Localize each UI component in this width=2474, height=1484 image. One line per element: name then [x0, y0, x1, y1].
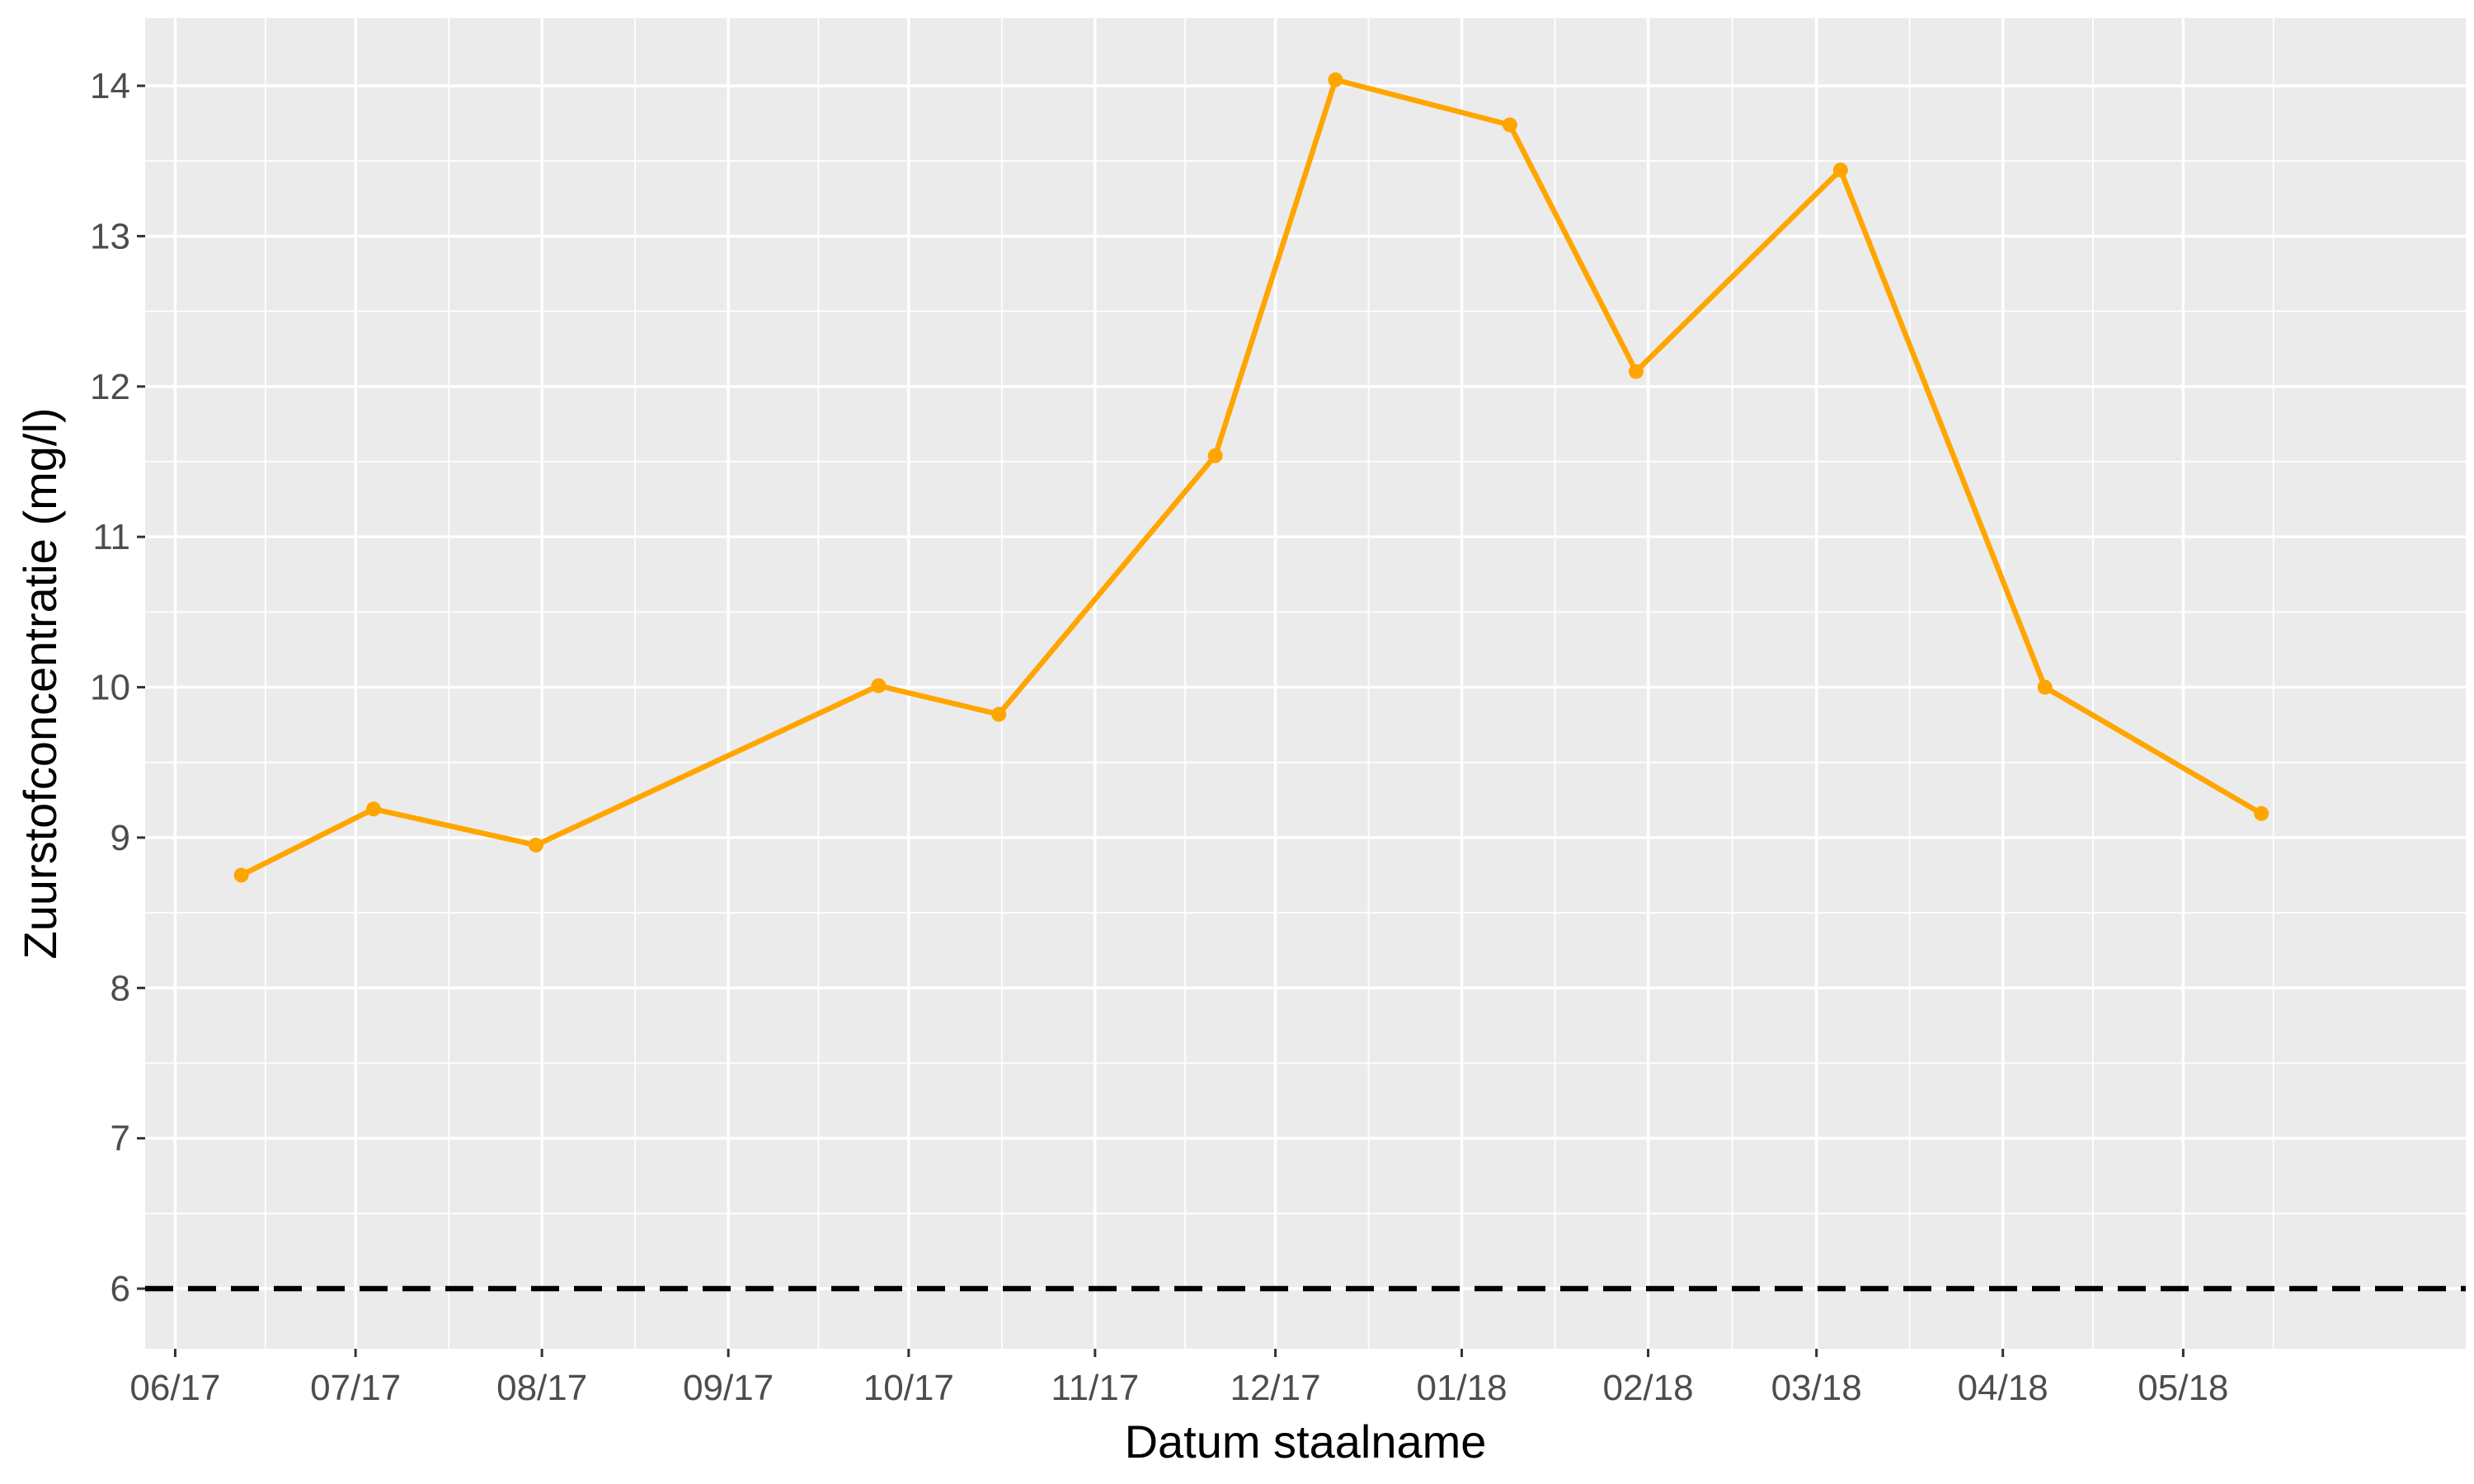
data-point [1328, 72, 1343, 87]
x-tick-label: 10/17 [863, 1368, 954, 1408]
data-point [2254, 805, 2269, 821]
y-tick-label: 7 [111, 1119, 130, 1159]
data-point [1832, 162, 1848, 178]
data-point [1502, 117, 1517, 133]
x-tick-label: 03/18 [1771, 1368, 1862, 1408]
x-tick-label: 04/18 [1958, 1368, 2048, 1408]
x-tick-label: 02/18 [1602, 1368, 1693, 1408]
x-tick-label: 11/17 [1051, 1368, 1139, 1408]
x-tick-label: 12/17 [1230, 1368, 1320, 1408]
y-axis: 6 7 8 9 10 11 12 13 14 [90, 66, 145, 1309]
series-line [238, 77, 2265, 878]
data-point [871, 678, 887, 693]
series-group [233, 72, 2269, 883]
x-tick-label: 06/17 [129, 1368, 220, 1408]
data-point [233, 867, 249, 883]
minor-gridlines [145, 18, 2466, 1349]
x-tick-label: 01/18 [1416, 1368, 1507, 1408]
x-tick-label: 09/17 [683, 1368, 774, 1408]
data-point [1207, 448, 1223, 463]
data-point [991, 707, 1007, 722]
data-point [1628, 364, 1644, 379]
y-axis-title: Zuurstofconcentratie (mg/l) [14, 407, 66, 959]
y-tick-label: 10 [90, 668, 130, 708]
data-point [528, 838, 543, 853]
x-tick-label: 07/17 [310, 1368, 401, 1408]
y-tick-label: 8 [111, 968, 130, 1008]
plot-panel [145, 18, 2466, 1349]
x-axis-title: Datum staalname [1125, 1416, 1487, 1468]
x-axis: 06/17 07/17 08/17 09/17 10/17 11/17 12/17 01/18… [129, 1349, 2228, 1408]
y-tick-label: 13 [90, 216, 130, 256]
y-tick-label: 9 [111, 818, 130, 858]
data-point [366, 801, 382, 817]
major-gridlines [145, 18, 2466, 1349]
data-point [2037, 679, 2053, 695]
x-tick-label: 08/17 [496, 1368, 587, 1408]
y-tick-label: 11 [92, 517, 130, 557]
y-tick-label: 14 [90, 66, 130, 106]
x-tick-label: 05/18 [2138, 1368, 2228, 1408]
y-tick-label: 6 [111, 1269, 130, 1309]
y-tick-label: 12 [90, 367, 130, 407]
